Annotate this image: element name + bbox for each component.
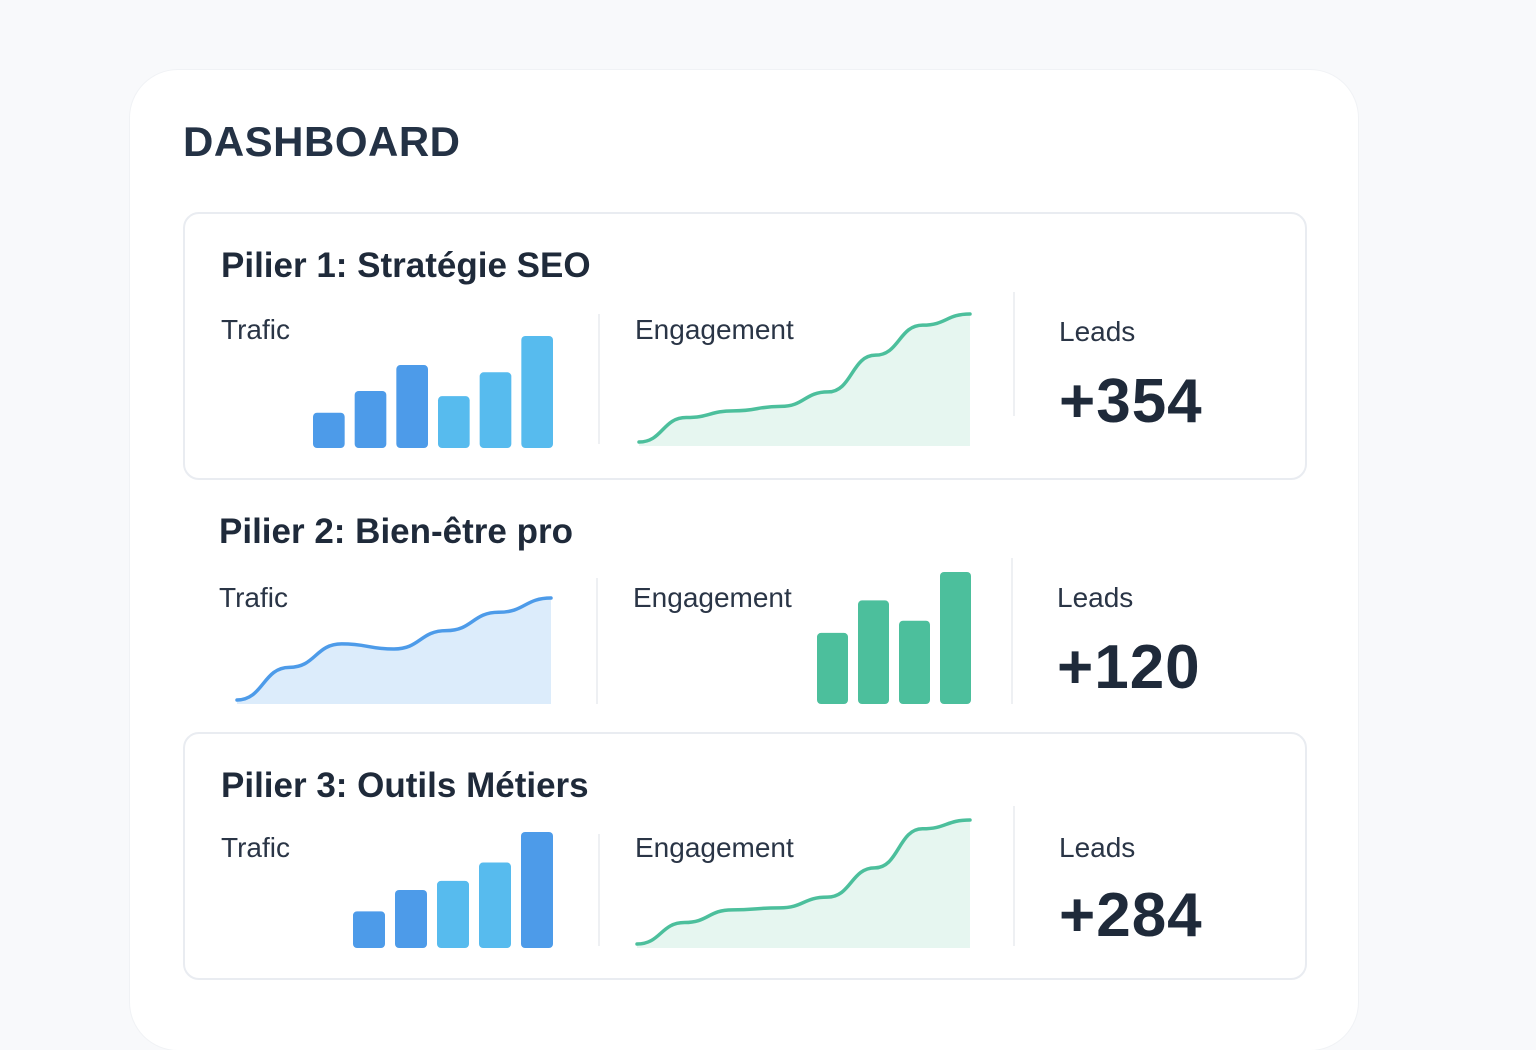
- chart-bar: [479, 862, 511, 948]
- pillar-card-1[interactable]: Pilier 1: Stratégie SEO Trafic Engagemen…: [183, 212, 1307, 480]
- trafic-bar-chart: [353, 832, 553, 948]
- engagement-label: Engagement: [635, 832, 794, 863]
- chart-bar: [940, 572, 971, 704]
- pillar-title: Pilier 3: Outils Métiers: [221, 766, 589, 805]
- chart-series-line: [635, 818, 972, 946]
- chart-bar: [354, 390, 387, 448]
- leads-value: +120: [1057, 633, 1201, 702]
- trafic-label: Trafic: [221, 314, 290, 345]
- chart-bar: [858, 600, 889, 704]
- chart-bar: [817, 632, 848, 704]
- engagement-bar-chart: [817, 572, 971, 704]
- chart-bar: [521, 336, 553, 448]
- chart-bar: [395, 890, 427, 948]
- engagement-label: Engagement: [633, 582, 792, 613]
- leads-label: Leads: [1057, 582, 1134, 613]
- divider: [598, 314, 600, 444]
- chart-bar: [313, 412, 345, 448]
- leads-label: Leads: [1059, 316, 1136, 347]
- chart-series-line: [235, 596, 553, 702]
- divider: [1013, 292, 1015, 416]
- chart-bar: [437, 880, 469, 948]
- chart-series-line: [637, 312, 972, 444]
- engagement-label: Engagement: [635, 314, 794, 345]
- trafic-area-chart: [235, 596, 553, 704]
- engagement-area-chart: [637, 312, 972, 446]
- trafic-label: Trafic: [219, 582, 288, 613]
- leads-value: +354: [1059, 367, 1203, 436]
- divider: [598, 834, 600, 946]
- pillar-title: Pilier 2: Bien-être pro: [219, 512, 573, 551]
- page-title: DASHBOARD: [183, 118, 461, 165]
- leads-label: Leads: [1059, 832, 1136, 863]
- trafic-label: Trafic: [221, 832, 290, 863]
- chart-area-fill: [637, 820, 970, 948]
- chart-bar: [396, 365, 428, 448]
- chart-bar: [899, 620, 930, 704]
- chart-bar: [438, 396, 470, 448]
- chart-bar: [479, 372, 512, 448]
- pillar-card-3[interactable]: Pilier 3: Outils Métiers Trafic Engageme…: [183, 732, 1307, 980]
- chart-bar: [521, 832, 553, 948]
- chart-area-fill: [237, 598, 551, 704]
- divider: [1013, 806, 1015, 946]
- chart-bar: [353, 911, 385, 948]
- trafic-bar-chart: [313, 336, 553, 448]
- pillar-title: Pilier 1: Stratégie SEO: [221, 246, 591, 285]
- pillar-card-2[interactable]: Pilier 2: Bien-être pro Trafic Engagemen…: [183, 480, 1307, 748]
- leads-value: +284: [1059, 881, 1203, 950]
- divider: [1011, 558, 1013, 704]
- engagement-area-chart: [635, 818, 972, 948]
- divider: [596, 578, 598, 704]
- chart-area-fill: [639, 314, 970, 446]
